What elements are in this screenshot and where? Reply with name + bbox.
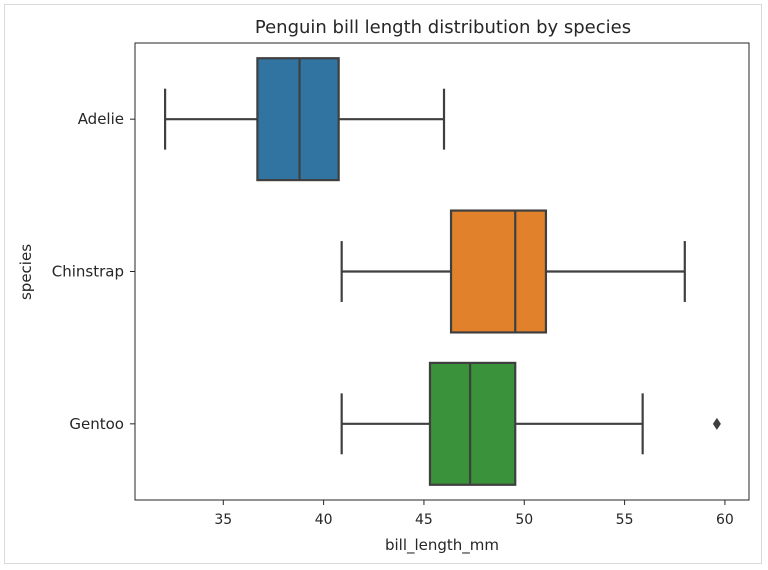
gentoo-box [428,361,517,486]
plot-area: 35 40 45 50 55 60 Adelie Chinstrap Gentoo [52,42,750,528]
chinstrap-box [449,209,548,334]
y-tick-label-chinstrap: Chinstrap [52,263,124,281]
adelie-box [256,57,340,182]
gentoo-outlier-0 [712,417,721,430]
x-tick-label-40: 40 [315,512,333,528]
chart-title: Penguin bill length distribution by spec… [255,17,631,38]
y-tick-label-gentoo: Gentoo [69,415,124,433]
y-axis-label: species [17,244,35,300]
x-axis-label: bill_length_mm [385,536,499,555]
x-tick-label-50: 50 [515,512,533,528]
chart-frame [4,4,762,564]
x-tick-label-60: 60 [716,512,734,528]
y-tick-label-adelie: Adelie [78,110,124,128]
x-tick-label-55: 55 [616,512,634,528]
x-tick-label-45: 45 [415,512,433,528]
x-tick-label-35: 35 [214,512,232,528]
